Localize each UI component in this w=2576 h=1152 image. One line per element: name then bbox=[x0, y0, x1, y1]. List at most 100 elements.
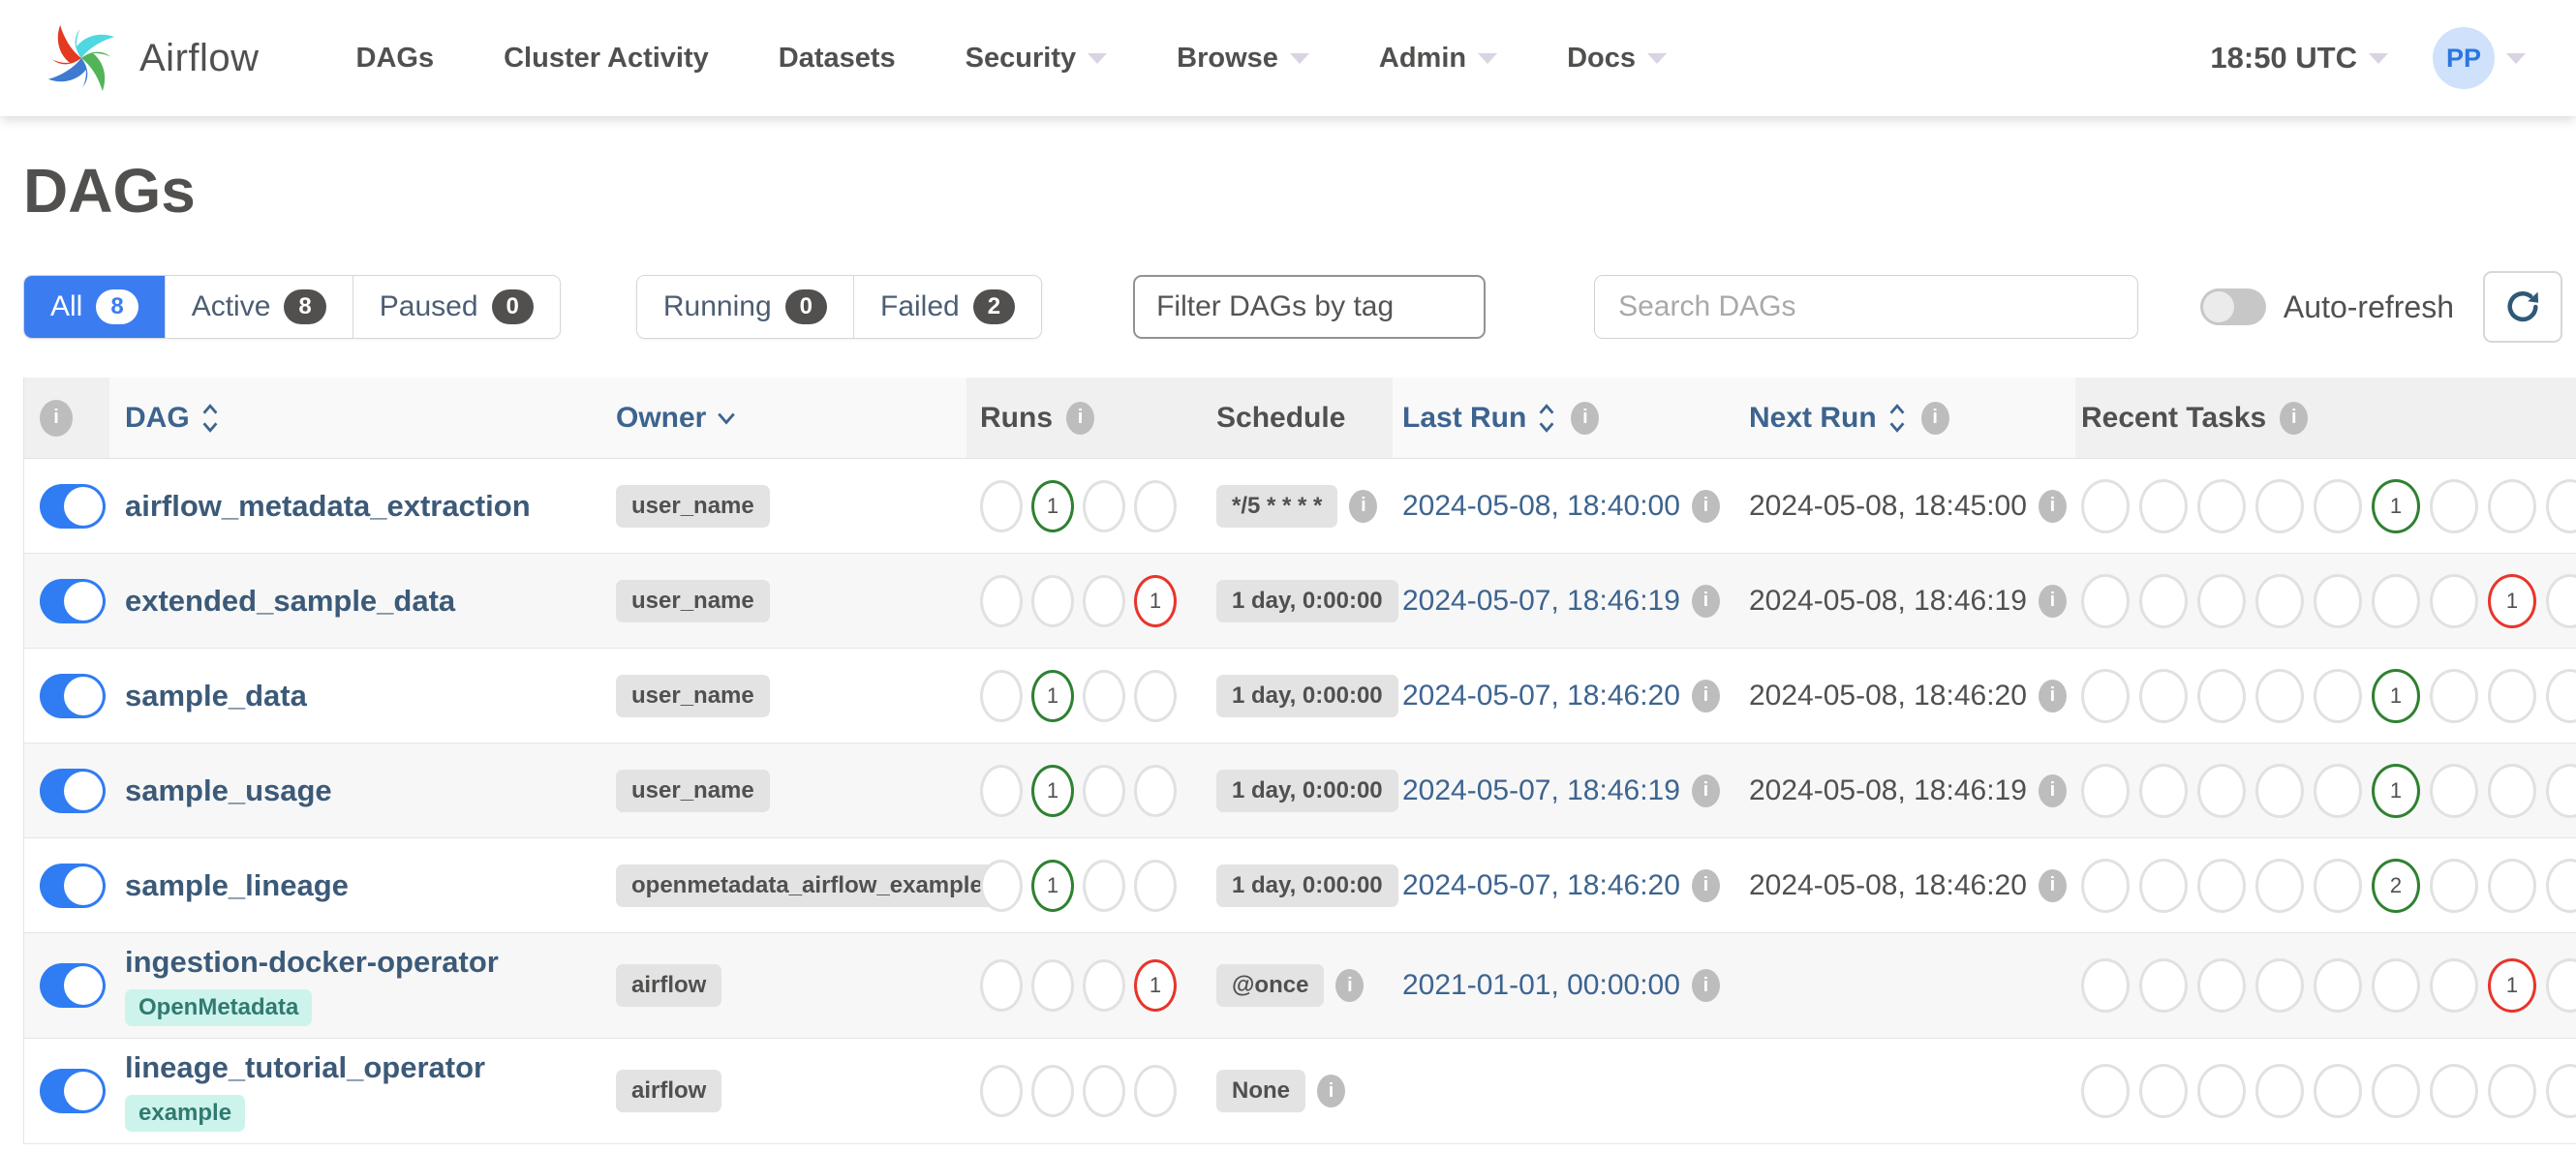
filter-tab[interactable]: All 8 bbox=[24, 276, 165, 338]
owner-badge[interactable]: user_name bbox=[616, 674, 770, 717]
task-state-circle[interactable]: 1 bbox=[1134, 959, 1177, 1012]
dag-pause-toggle[interactable] bbox=[40, 673, 106, 718]
nav-item[interactable]: DAGs bbox=[322, 43, 470, 75]
task-state-circle[interactable]: 1 bbox=[1031, 479, 1074, 532]
task-state-circle[interactable]: 2 bbox=[2372, 858, 2420, 913]
task-state-circle[interactable] bbox=[1134, 859, 1177, 912]
task-state-circle[interactable] bbox=[2081, 958, 2130, 1013]
airflow-brand[interactable]: Airflow bbox=[37, 14, 260, 103]
task-state-circle[interactable] bbox=[2197, 573, 2246, 628]
task-state-circle[interactable] bbox=[980, 959, 1023, 1012]
task-state-circle[interactable] bbox=[2139, 958, 2188, 1013]
clock-dropdown[interactable]: 18:50 UTC bbox=[2210, 41, 2388, 76]
task-state-circle[interactable] bbox=[2314, 478, 2362, 533]
task-state-circle[interactable] bbox=[2081, 668, 2130, 723]
task-state-circle[interactable] bbox=[2139, 573, 2188, 628]
task-state-circle[interactable] bbox=[2314, 573, 2362, 628]
task-state-circle[interactable] bbox=[2314, 763, 2362, 818]
dag-tag[interactable]: OpenMetadata bbox=[125, 989, 313, 1026]
info-icon[interactable]: i bbox=[1920, 401, 1949, 435]
refresh-button[interactable] bbox=[2483, 271, 2562, 343]
last-run-info-icon[interactable]: i bbox=[1691, 679, 1720, 712]
task-state-circle[interactable] bbox=[1083, 574, 1125, 627]
next-run-info-icon[interactable]: i bbox=[2038, 489, 2067, 523]
last-run-link[interactable]: 2024-05-07, 18:46:19 bbox=[1402, 773, 1680, 806]
last-run-link[interactable]: 2021-01-01, 00:00:00 bbox=[1402, 969, 1680, 1001]
info-icon[interactable]: i bbox=[2280, 401, 2309, 435]
task-state-circle[interactable] bbox=[2430, 573, 2478, 628]
last-run-info-icon[interactable]: i bbox=[1691, 773, 1720, 807]
task-state-circle[interactable] bbox=[980, 479, 1023, 532]
task-state-circle[interactable] bbox=[2430, 763, 2478, 818]
task-state-circle[interactable] bbox=[2430, 1064, 2478, 1118]
task-state-circle[interactable]: 1 bbox=[1134, 574, 1177, 627]
task-state-circle[interactable] bbox=[2372, 1064, 2420, 1118]
task-state-circle[interactable] bbox=[2314, 668, 2362, 723]
task-state-circle[interactable] bbox=[2430, 958, 2478, 1013]
last-run-link[interactable]: 2024-05-07, 18:46:20 bbox=[1402, 868, 1680, 901]
task-state-circle[interactable] bbox=[2197, 668, 2246, 723]
user-menu[interactable]: PP bbox=[2433, 27, 2526, 89]
task-state-circle[interactable] bbox=[2255, 858, 2304, 913]
owner-badge[interactable]: user_name bbox=[616, 484, 770, 528]
next-run-info-icon[interactable]: i bbox=[2038, 868, 2067, 902]
task-state-circle[interactable] bbox=[1083, 669, 1125, 722]
last-run-info-icon[interactable]: i bbox=[1691, 868, 1720, 902]
task-state-circle[interactable] bbox=[2546, 858, 2576, 913]
filter-tab[interactable]: Paused 0 bbox=[352, 276, 560, 338]
next-run-info-icon[interactable]: i bbox=[2038, 679, 2067, 712]
sort-owner[interactable]: Owner bbox=[616, 402, 737, 435]
schedule-info-icon[interactable]: i bbox=[1317, 1075, 1345, 1107]
task-state-circle[interactable] bbox=[1083, 959, 1125, 1012]
task-state-circle[interactable] bbox=[1083, 1065, 1125, 1117]
task-state-circle[interactable] bbox=[2314, 958, 2362, 1013]
dag-pause-toggle[interactable] bbox=[40, 963, 106, 1008]
nav-item[interactable]: Docs bbox=[1532, 43, 1702, 75]
task-state-circle[interactable] bbox=[2255, 478, 2304, 533]
nav-item[interactable]: Admin bbox=[1344, 43, 1532, 75]
task-state-circle[interactable] bbox=[2081, 763, 2130, 818]
task-state-circle[interactable] bbox=[1134, 669, 1177, 722]
task-state-circle[interactable] bbox=[1083, 859, 1125, 912]
sort-dag[interactable]: DAG bbox=[125, 402, 221, 435]
dag-link[interactable]: sample_lineage bbox=[125, 867, 349, 902]
dag-tag[interactable]: example bbox=[125, 1095, 246, 1132]
task-state-circle[interactable] bbox=[1083, 479, 1125, 532]
task-state-circle[interactable] bbox=[2546, 573, 2576, 628]
task-state-circle[interactable] bbox=[1031, 959, 1074, 1012]
task-state-circle[interactable]: 1 bbox=[2488, 573, 2536, 628]
task-state-circle[interactable] bbox=[2488, 763, 2536, 818]
task-state-circle[interactable] bbox=[2139, 858, 2188, 913]
task-state-circle[interactable] bbox=[1031, 574, 1074, 627]
filter-tab[interactable]: Active 8 bbox=[164, 276, 353, 338]
task-state-circle[interactable]: 1 bbox=[1031, 859, 1074, 912]
task-state-circle[interactable] bbox=[2139, 668, 2188, 723]
dag-link[interactable]: airflow_metadata_extraction bbox=[125, 488, 531, 523]
task-state-circle[interactable] bbox=[2546, 1064, 2576, 1118]
dag-pause-toggle[interactable] bbox=[40, 768, 106, 813]
filter-tab[interactable]: Running 0 bbox=[636, 276, 853, 338]
filter-tab[interactable]: Failed 2 bbox=[853, 276, 1042, 338]
dag-pause-toggle[interactable] bbox=[40, 578, 106, 623]
nav-item[interactable]: Security bbox=[931, 43, 1142, 75]
dag-link[interactable]: sample_data bbox=[125, 678, 307, 712]
dag-pause-toggle[interactable] bbox=[40, 863, 106, 908]
next-run-info-icon[interactable]: i bbox=[2038, 584, 2067, 618]
task-state-circle[interactable] bbox=[2488, 858, 2536, 913]
task-state-circle[interactable] bbox=[1031, 1065, 1074, 1117]
task-state-circle[interactable] bbox=[2197, 478, 2246, 533]
task-state-circle[interactable]: 1 bbox=[2372, 668, 2420, 723]
nav-item[interactable]: Cluster Activity bbox=[469, 43, 744, 75]
dag-pause-toggle[interactable] bbox=[40, 1069, 106, 1113]
owner-badge[interactable]: user_name bbox=[616, 579, 770, 622]
auto-refresh-toggle[interactable] bbox=[2199, 288, 2266, 325]
dag-link[interactable]: sample_usage bbox=[125, 773, 332, 807]
last-run-info-icon[interactable]: i bbox=[1691, 584, 1720, 618]
task-state-circle[interactable] bbox=[2546, 763, 2576, 818]
task-state-circle[interactable]: 1 bbox=[1031, 764, 1074, 817]
task-state-circle[interactable] bbox=[2314, 858, 2362, 913]
dag-link[interactable]: lineage_tutorial_operator bbox=[125, 1050, 486, 1084]
task-state-circle[interactable] bbox=[980, 859, 1023, 912]
last-run-link[interactable]: 2024-05-08, 18:40:00 bbox=[1402, 489, 1680, 522]
tag-filter-input[interactable] bbox=[1133, 275, 1487, 339]
